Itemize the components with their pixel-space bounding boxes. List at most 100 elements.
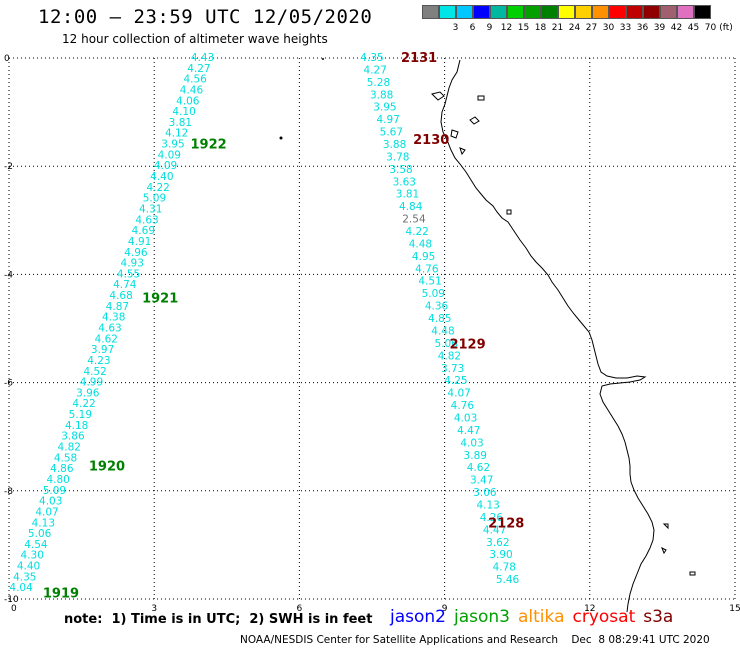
legend-swatch bbox=[643, 5, 660, 19]
wave-height-value: 4.48 bbox=[409, 238, 432, 250]
legend-swatch bbox=[626, 5, 643, 19]
x-tick-label: 6 bbox=[297, 604, 303, 614]
legend-swatch bbox=[541, 5, 558, 19]
legend-label: 70 bbox=[704, 23, 717, 33]
wave-height-value: 4.12 bbox=[165, 128, 188, 140]
legend-swatch bbox=[490, 5, 507, 19]
islands bbox=[431, 91, 696, 576]
legend-label: 9 bbox=[486, 23, 493, 33]
wave-height-value: 3.88 bbox=[383, 139, 406, 151]
wave-height-value: 2.54 bbox=[402, 214, 426, 226]
legend-label: 3 bbox=[452, 23, 459, 33]
wave-height-value: 4.22 bbox=[405, 226, 428, 238]
wave-height-value: 4.54 bbox=[24, 539, 48, 551]
wave-height-value: 4.86 bbox=[50, 463, 74, 475]
satellite-name: cryosat bbox=[572, 607, 636, 627]
y-tick-label: 0 bbox=[4, 54, 10, 64]
wave-height-value: 4.62 bbox=[467, 462, 490, 474]
wave-height-value: 4.85 bbox=[428, 313, 451, 325]
coastline bbox=[440, 59, 655, 613]
wave-height-value: 4.30 bbox=[21, 550, 44, 562]
legend-label: 36 bbox=[636, 23, 649, 33]
pass-time-label: 1919 bbox=[43, 587, 79, 602]
wave-height-value: 3.97 bbox=[91, 344, 114, 356]
wave-height-value: 4.18 bbox=[65, 420, 88, 432]
wave-height-value: 4.13 bbox=[476, 499, 499, 511]
wave-height-value: 4.43 bbox=[191, 52, 214, 64]
wave-height-value: 4.35 bbox=[360, 52, 383, 64]
wave-height-value: 4.47 bbox=[457, 425, 480, 437]
wave-height-value: 3.78 bbox=[386, 151, 409, 163]
legend-label: 18 bbox=[534, 23, 547, 33]
legend-label: 33 bbox=[619, 23, 632, 33]
credit-line: NOAA/NESDIS Center for Satellite Applica… bbox=[240, 634, 710, 646]
wave-height-value: 4.82 bbox=[438, 350, 461, 362]
legend-label: 6 bbox=[469, 23, 476, 33]
legend-swatch bbox=[558, 5, 575, 19]
wave-height-value: 5.06 bbox=[28, 528, 52, 540]
legend-swatch bbox=[694, 5, 711, 19]
wave-height-value: 4.55 bbox=[117, 268, 140, 280]
wave-height-value: 4.56 bbox=[183, 74, 207, 86]
wave-height-value: 4.07 bbox=[35, 506, 58, 518]
wave-height-value: 4.52 bbox=[83, 366, 106, 378]
wave-height-value: 5.09 bbox=[43, 485, 66, 497]
wave-height-value: 5.28 bbox=[367, 77, 390, 89]
wave-height-value: 4.93 bbox=[121, 258, 144, 270]
wave-height-value: 4.97 bbox=[376, 114, 399, 126]
wave-height-value: 3.96 bbox=[76, 387, 100, 399]
legend-swatch bbox=[439, 5, 456, 19]
legend-unit: (ft) bbox=[719, 23, 733, 33]
legend-label: 27 bbox=[585, 23, 598, 33]
wave-height-value: 5.67 bbox=[380, 127, 403, 139]
legend-label: 30 bbox=[602, 23, 615, 33]
wave-height-value: 4.63 bbox=[98, 323, 121, 335]
legend-swatch bbox=[592, 5, 609, 19]
wave-height-value: 4.63 bbox=[135, 214, 158, 226]
pass-time-label: 2131 bbox=[401, 51, 437, 66]
pass-time-labels: 2131 2130 2129 2128 1922 1921 1920 1919 bbox=[43, 51, 524, 602]
y-tick-label: -8 bbox=[4, 487, 13, 497]
small-island-dot-2 bbox=[322, 58, 324, 60]
wave-height-value: 3.95 bbox=[161, 139, 184, 151]
satellite-name: jason2 bbox=[390, 607, 446, 627]
wave-height-value: 4.09 bbox=[154, 160, 177, 172]
wave-height-value: 4.96 bbox=[124, 247, 148, 259]
s3a-track-values: 4.354.275.283.883.954.975.673.883.783.58… bbox=[360, 52, 519, 586]
legend-swatch bbox=[575, 5, 592, 19]
y-tick-label: -4 bbox=[4, 270, 13, 280]
x-tick-label: 15 bbox=[729, 604, 740, 614]
wave-height-value: 3.81 bbox=[169, 117, 192, 129]
wave-height-value: 3.62 bbox=[486, 537, 509, 549]
wave-height-value: 4.36 bbox=[425, 301, 449, 313]
x-tick-label: 9 bbox=[442, 604, 448, 614]
wave-height-value: 5.46 bbox=[496, 574, 520, 586]
legend-label: 45 bbox=[687, 23, 700, 33]
y-tick-label: -10 bbox=[4, 595, 19, 605]
chart-title: 12:00 – 23:59 UTC 12/05/2020 bbox=[38, 6, 373, 28]
wave-height-value: 4.82 bbox=[58, 442, 81, 454]
legend-label: 24 bbox=[568, 23, 581, 33]
x-tick-label: 3 bbox=[151, 604, 157, 614]
wave-height-value: 4.99 bbox=[80, 377, 103, 389]
satellite-name: s3a bbox=[643, 607, 674, 627]
pass-time-label: 2129 bbox=[449, 338, 485, 353]
y-tick-label: -6 bbox=[4, 379, 13, 389]
wave-height-value: 5.09 bbox=[422, 288, 445, 300]
wave-height-value: 4.38 bbox=[102, 312, 125, 324]
wave-height-value: 4.46 bbox=[180, 84, 204, 96]
legend-swatch bbox=[473, 5, 490, 19]
wave-height-value: 3.90 bbox=[489, 549, 512, 561]
wave-height-value: 3.86 bbox=[61, 431, 85, 443]
satellite-name: jason3 bbox=[454, 607, 510, 627]
wave-height-value: 4.13 bbox=[32, 517, 55, 529]
wave-height-value: 3.58 bbox=[389, 164, 412, 176]
legend-label: 15 bbox=[517, 23, 530, 33]
wave-height-value: 4.03 bbox=[460, 437, 483, 449]
wave-height-value: 4.26 bbox=[480, 512, 504, 524]
wave-height-value: 4.95 bbox=[412, 251, 435, 263]
wave-height-value: 4.31 bbox=[139, 203, 162, 215]
wave-height-value: 4.09 bbox=[158, 149, 181, 161]
wave-height-value: 4.03 bbox=[454, 412, 477, 424]
